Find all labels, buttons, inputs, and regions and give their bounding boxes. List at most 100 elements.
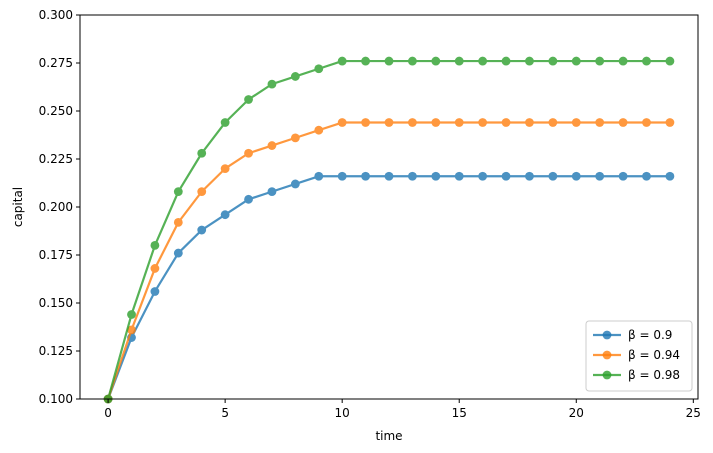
data-point [361,171,370,181]
data-point [220,118,230,127]
data-point [150,264,160,273]
data-point [244,95,253,104]
y-tick-label: 0.125 [39,344,73,358]
data-point [384,56,394,66]
x-axis: 0 5 10 15 20 25 [104,399,701,420]
data-point [337,171,347,181]
data-point [244,148,253,158]
data-point [127,310,136,319]
data-point [267,141,277,150]
data-point [618,171,628,181]
data-point [642,171,651,181]
data-point [642,56,651,66]
y-tick-label: 0.175 [39,248,73,262]
data-point [478,118,488,127]
data-point [337,56,347,66]
data-point [454,118,464,127]
series-1 [103,171,675,404]
data-point [431,118,441,127]
y-tick-label: 0.100 [39,392,73,406]
data-point [290,179,300,189]
data-point [642,118,651,127]
x-tick-label: 25 [686,406,701,420]
data-point [571,56,581,66]
data-point [431,171,441,181]
y-tick-label: 0.200 [39,200,73,214]
data-point [127,325,136,335]
data-point [478,171,488,181]
data-point [525,56,534,66]
data-point [384,118,394,127]
data-point [290,72,300,81]
legend-item: β = 0.9 [593,328,672,342]
x-tick-label: 5 [221,406,229,420]
y-tick-label: 0.150 [39,296,73,310]
data-point [595,171,605,181]
data-point [478,56,488,66]
data-point [454,171,464,181]
data-point [197,225,207,235]
data-point [384,171,394,181]
data-point [525,118,534,127]
data-point [244,194,253,204]
data-point [220,210,230,220]
data-point [618,56,628,66]
data-point [267,79,277,89]
data-point [595,118,605,127]
data-point [220,164,230,174]
data-point [173,187,183,197]
x-tick-label: 15 [452,406,467,420]
y-axis-label: capital [11,187,25,227]
legend-item: β = 0.98 [593,368,680,382]
data-point [173,248,183,258]
data-point [314,171,324,181]
data-point [431,56,441,66]
data-point [548,171,558,181]
data-point [361,118,370,127]
data-point [501,56,511,66]
data-point [290,133,300,143]
y-tick-label: 0.300 [39,8,73,22]
data-point [571,171,581,181]
data-point [525,171,534,181]
y-tick-label: 0.250 [39,104,73,118]
data-point [150,241,160,250]
x-tick-label: 0 [104,406,112,420]
y-tick-label: 0.225 [39,152,73,166]
data-point [267,187,277,197]
data-point [150,287,160,296]
legend-label: β = 0.9 [628,328,672,342]
data-point [501,171,511,181]
data-point [548,118,558,127]
series-layer [103,56,675,404]
series-3 [103,56,675,404]
data-point [197,187,207,197]
data-point [665,118,675,127]
data-point [173,217,183,227]
x-tick-label: 20 [569,406,584,420]
legend-label: β = 0.98 [628,368,680,382]
data-point [314,125,324,135]
data-point [571,118,581,127]
legend-marker [602,350,612,360]
y-axis: 0.100 0.125 0.150 0.175 0.200 0.225 0.250 0.275… [39,8,80,406]
legend-marker [602,370,612,380]
legend-box [585,320,693,392]
data-point [548,56,558,66]
data-point [501,118,511,127]
data-point [408,118,417,127]
data-point [665,171,675,181]
data-point [314,64,324,74]
x-tick-label: 10 [335,406,350,420]
data-point [454,56,464,66]
legend-marker [602,330,612,340]
data-point [665,56,675,66]
data-point [197,148,207,158]
legend-item: β = 0.94 [593,348,680,362]
legend-label: β = 0.94 [628,348,680,362]
legend: β = 0.9 β = 0.94 β = 0.98 [585,320,693,392]
data-point [618,118,628,127]
data-point [361,56,370,66]
data-point [408,56,417,66]
